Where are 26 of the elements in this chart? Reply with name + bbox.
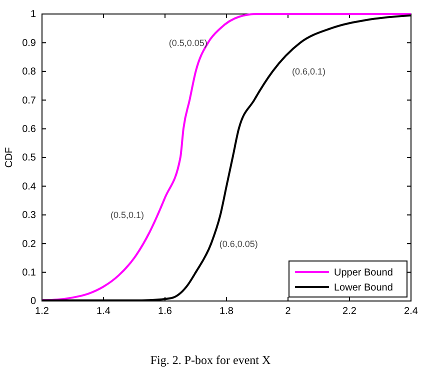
caption: Fig. 2. P-box for event X bbox=[150, 353, 271, 367]
x-tick-label: 1.6 bbox=[158, 306, 172, 318]
y-tick-label: 0 bbox=[30, 296, 36, 308]
legend-label: Upper Bound bbox=[334, 268, 393, 278]
y-tick-label: 0.5 bbox=[22, 152, 36, 164]
y-tick-label: 0.4 bbox=[22, 181, 36, 192]
annotation: (0.6,0.05) bbox=[219, 238, 258, 249]
y-tick-label: 1 bbox=[30, 9, 36, 20]
annotation: (0.5,0.1) bbox=[110, 210, 144, 220]
x-tick-label: 2.4 bbox=[404, 306, 418, 318]
annotation: (0.5,0.05) bbox=[168, 38, 208, 48]
y-tick-label: 0.9 bbox=[22, 38, 36, 49]
y-tick-label: 0.3 bbox=[22, 210, 36, 222]
y-tick-label: 0.1 bbox=[22, 268, 36, 278]
annotation: (0.6,0.1) bbox=[292, 66, 326, 77]
x-tick-label: 1.2 bbox=[35, 306, 50, 318]
y-axis-title: CDF bbox=[4, 147, 15, 168]
x-tick-label: 2 bbox=[285, 306, 292, 318]
y-tick-label: 0.8 bbox=[22, 66, 36, 78]
x-tick-label: 2.2 bbox=[342, 306, 357, 318]
y-tick-label: 0.7 bbox=[22, 95, 36, 106]
legend-label: Lower Bound bbox=[334, 282, 393, 294]
y-tick-label: 0.6 bbox=[22, 124, 36, 135]
x-tick-label: 1.4 bbox=[96, 306, 111, 318]
y-tick-label: 0.2 bbox=[22, 238, 36, 250]
x-tick-label: 1.8 bbox=[220, 306, 234, 318]
